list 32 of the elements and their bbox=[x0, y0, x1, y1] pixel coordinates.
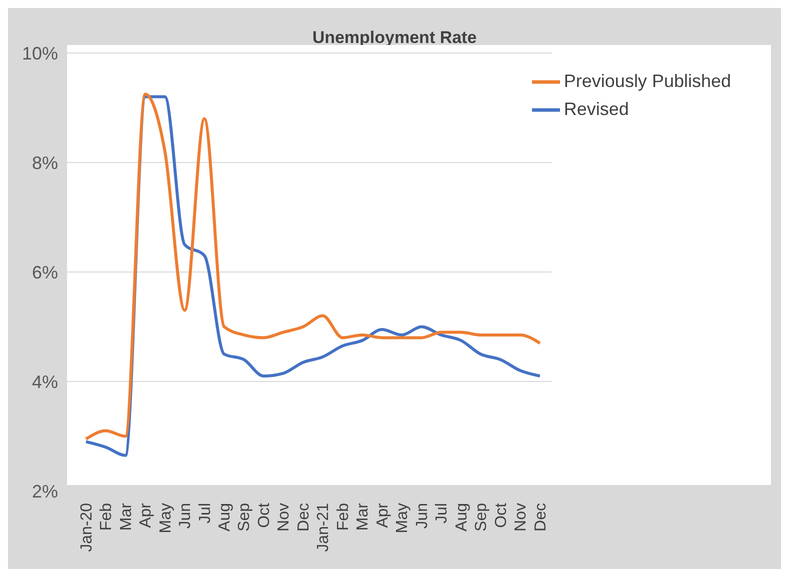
x-tick-label: Mar bbox=[354, 502, 372, 531]
x-tick-label: Jan-20 bbox=[78, 502, 96, 552]
x-tick-label: Dec bbox=[295, 503, 312, 532]
y-tick-label: 8% bbox=[32, 152, 58, 173]
x-tick-label: Nov bbox=[276, 503, 293, 532]
x-tick-label: May bbox=[157, 503, 174, 534]
x-tick-label: Aug bbox=[453, 503, 470, 532]
x-tick-label: Jun bbox=[177, 503, 194, 529]
chart-title: Unemployment Rate bbox=[312, 28, 477, 47]
y-tick-label: 4% bbox=[32, 372, 58, 392]
x-tick-label: Mar bbox=[118, 502, 135, 531]
legend-label: Revised bbox=[564, 98, 629, 119]
y-tick-label: 6% bbox=[32, 262, 58, 282]
x-tick-label: Feb bbox=[334, 502, 352, 531]
x-tick-label: Jun bbox=[414, 503, 431, 529]
x-tick-label: Oct bbox=[492, 502, 510, 528]
x-tick-label: Oct bbox=[256, 502, 273, 528]
x-tick-label: Sep bbox=[473, 502, 490, 532]
x-tick-label: Nov bbox=[512, 503, 530, 532]
x-tick-label: Apr bbox=[138, 502, 155, 528]
x-tick-label: Jan-21 bbox=[315, 502, 332, 552]
y-tick-label: 10% bbox=[22, 43, 58, 64]
legend-label: Previously Published bbox=[564, 70, 731, 91]
x-tick-label: Apr bbox=[374, 502, 392, 528]
x-tick-label: Dec bbox=[532, 503, 550, 532]
x-tick-label: Aug bbox=[216, 503, 234, 532]
x-tick-label: Jul bbox=[434, 503, 451, 524]
x-tick-label: May bbox=[394, 503, 412, 534]
y-tick-label: 2% bbox=[32, 481, 58, 502]
x-tick-label: Jul bbox=[196, 503, 214, 524]
x-tick-label: Sep bbox=[236, 502, 254, 532]
x-tick-label: Feb bbox=[98, 502, 116, 531]
